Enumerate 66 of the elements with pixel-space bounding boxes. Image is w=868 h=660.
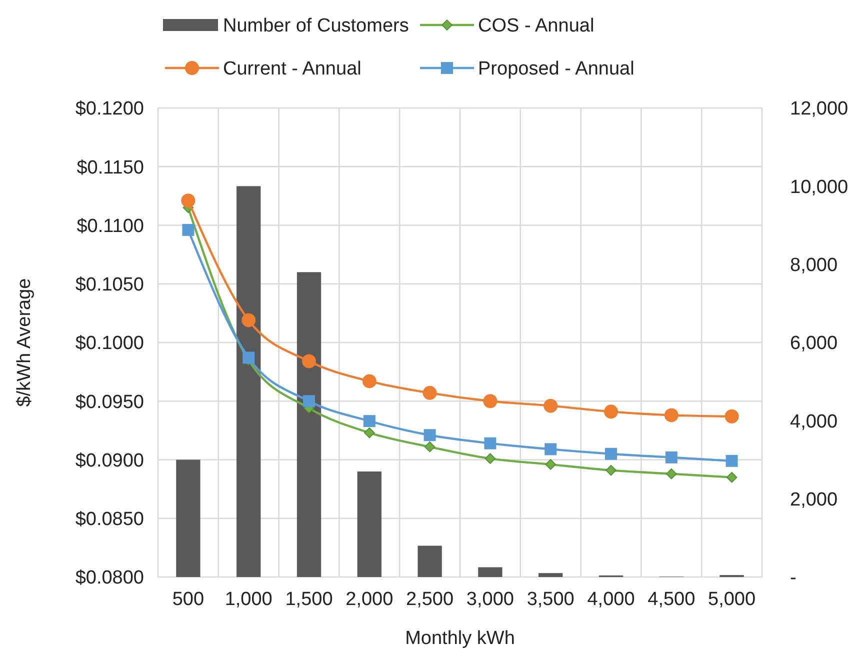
x-axis-title: Monthly kWh <box>405 628 515 649</box>
point <box>424 441 436 452</box>
bar <box>176 460 200 577</box>
point <box>544 398 558 413</box>
point <box>664 408 678 422</box>
y-tick-label: $0.1100 <box>76 216 144 237</box>
y2-tick-label: 12,000 <box>790 98 848 120</box>
legend-label: Number of Customers <box>223 16 409 37</box>
y-tick-label: $0.1000 <box>75 333 144 354</box>
point <box>362 374 376 388</box>
y-tick-label: $0.1200 <box>75 98 144 120</box>
x-tick-label: 1,000 <box>224 589 272 610</box>
x-tick-label: 5,000 <box>708 589 756 610</box>
point <box>726 472 738 483</box>
y2-tick-label: 10,000 <box>790 176 848 198</box>
point <box>242 313 256 328</box>
point <box>666 468 677 480</box>
point <box>363 415 376 428</box>
point <box>544 443 557 456</box>
y2-tick-label: 6,000 <box>790 333 838 354</box>
point <box>484 437 496 450</box>
point <box>726 454 738 467</box>
y-axis-title: $/kWh Average <box>14 278 35 407</box>
point <box>545 459 556 470</box>
y2-tick-label: 8,000 <box>790 254 838 276</box>
point <box>181 194 196 208</box>
y2-tick-label: 2,000 <box>790 489 838 510</box>
point <box>483 394 498 408</box>
x-tick-label: 2,000 <box>346 589 394 610</box>
x-tick-label: 3,500 <box>526 589 574 610</box>
bar <box>478 567 502 577</box>
x-tick-label: 4,500 <box>648 589 696 610</box>
x-tick-label: 2,500 <box>406 589 454 610</box>
point <box>303 395 315 408</box>
y2-tick-label: - <box>790 568 796 589</box>
point <box>606 464 616 476</box>
y-tick-label: $0.0900 <box>75 450 144 472</box>
y2-tick-label: 4,000 <box>790 411 838 432</box>
bar <box>296 272 322 577</box>
legend-label: Proposed - Annual <box>478 58 634 80</box>
point <box>724 409 739 424</box>
point <box>422 386 437 400</box>
bar <box>236 186 261 577</box>
bar <box>418 546 442 577</box>
point <box>182 224 194 236</box>
point <box>665 451 678 464</box>
point <box>604 404 618 419</box>
x-tick-label: 500 <box>172 589 204 610</box>
x-tick-label: 3,000 <box>466 589 514 610</box>
y-tick-label: $0.0800 <box>75 568 144 589</box>
bar <box>538 573 563 577</box>
x-tick-label: 1,500 <box>285 589 333 610</box>
legend-label: COS - Annual <box>478 16 594 37</box>
point <box>484 453 496 464</box>
y-tick-label: $0.1150 <box>76 157 144 178</box>
point <box>302 354 316 368</box>
y-tick-label: $0.1050 <box>75 274 144 296</box>
y-tick-label: $0.0950 <box>75 392 144 413</box>
bar <box>357 471 382 577</box>
point <box>242 352 255 364</box>
point <box>424 429 436 442</box>
point <box>364 427 375 438</box>
point <box>605 448 617 460</box>
legend-label: Current - Annual <box>223 58 362 80</box>
y-tick-label: $0.0850 <box>75 509 144 530</box>
x-tick-label: 4,000 <box>587 589 635 610</box>
